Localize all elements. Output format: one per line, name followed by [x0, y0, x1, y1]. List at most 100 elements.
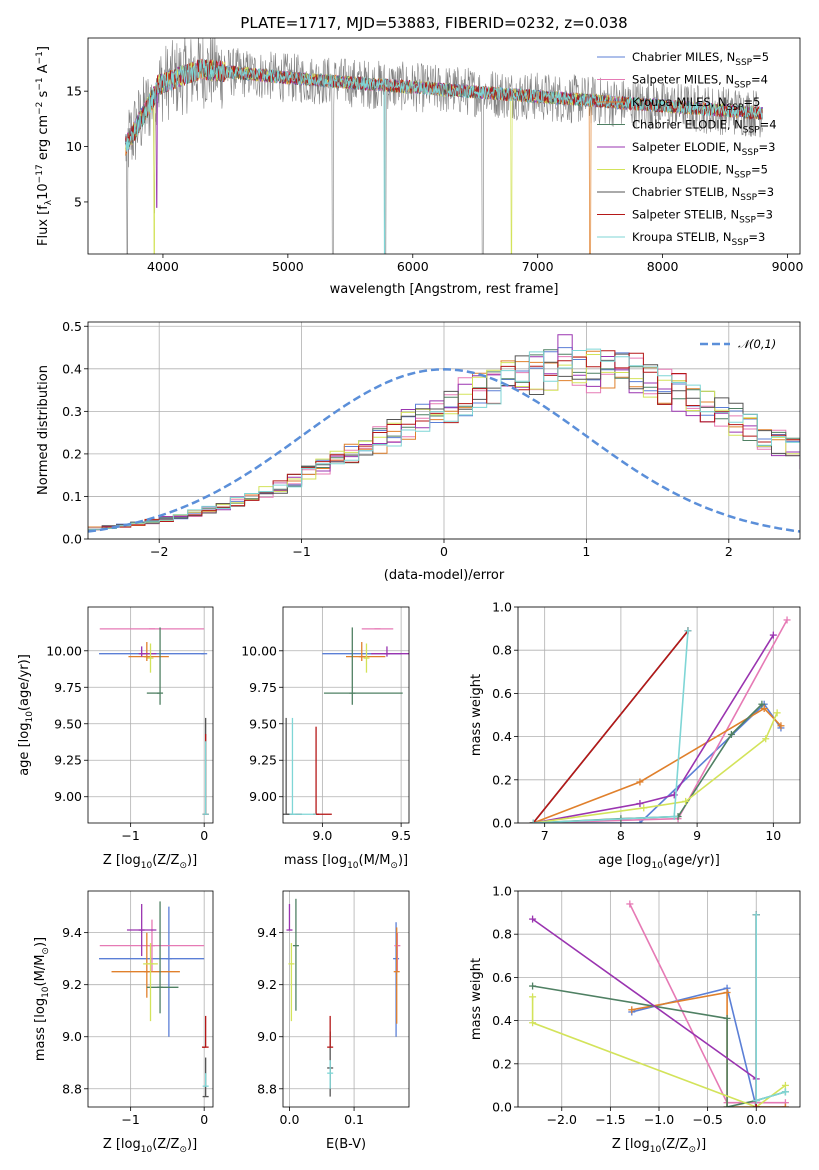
label-part: )]: [696, 1137, 706, 1152]
legend-entry: Kroupa MILES, NSSP=5: [632, 95, 760, 113]
chart-title: PLATE=1717, MJD=53883, FIBERID=0232, z=0…: [240, 14, 627, 32]
y-tick-label: 0.5: [62, 319, 82, 334]
y-tick-label: 0.4: [492, 1013, 512, 1028]
y-tick-label: 0.2: [492, 772, 512, 787]
plus-marker: [640, 804, 648, 812]
plus-marker: [636, 778, 644, 786]
label-part: )]: [33, 937, 48, 947]
mass-age-axes: 9.0 9.5 9.00 9.25 9.50 9.75 10.00: [241, 606, 411, 843]
label-part: =5: [751, 163, 768, 177]
label-part: (Z/Z: [661, 1137, 688, 1152]
histogram-series: [88, 350, 800, 528]
y-axis-label: mass [log10(M/M⊙)]: [33, 937, 51, 1061]
label-part: s: [36, 90, 51, 101]
label-part: Chabrier STELIB, N: [632, 185, 740, 199]
label-part: (Z/Z: [152, 853, 179, 868]
x-tick-label: −0.5: [692, 1112, 722, 1127]
errorbar-point: [138, 646, 157, 657]
x-tick-label: 1: [582, 544, 590, 559]
y-tick-label: 10: [66, 139, 82, 154]
label-part: SSP: [734, 81, 751, 91]
histogram-series: [88, 350, 800, 530]
x-tick-label: 0.0: [746, 1112, 766, 1127]
plus-marker: [723, 1103, 731, 1107]
series-line: [533, 712, 778, 823]
z-age-axes: −1 0 9.00 9.25 9.50 9.75 10.00: [46, 606, 214, 843]
y-axis-label: Normed distribution: [36, 365, 51, 495]
legend-entry: Chabrier STELIB, NSSP=3: [632, 185, 774, 203]
plus-marker: [670, 813, 678, 821]
label-part: )]: [398, 853, 408, 868]
gaussian-curve: [88, 368, 800, 533]
label-part: =5: [743, 95, 760, 109]
plus-marker: [682, 797, 690, 805]
y-tick-label: 9.50: [54, 716, 82, 731]
x-tick-label: −1.5: [595, 1112, 625, 1127]
y-tick-label: 0.4: [62, 361, 82, 376]
x-tick-label: 9.0: [312, 828, 332, 843]
histogram-series: [88, 347, 800, 529]
errorbar-point: [126, 904, 157, 957]
x-axis-label: age [log10(age/yr)]: [598, 853, 720, 871]
label-part: Kroupa STELIB, N: [632, 230, 732, 244]
label-part: ⊙: [390, 861, 398, 871]
y-tick-label: 0.3: [62, 404, 82, 419]
plus-marker: [762, 735, 770, 743]
label-part: ⊙: [179, 1145, 187, 1155]
label-part: Chabrier ELODIE, N: [632, 118, 743, 132]
label-part: (age/yr)]: [17, 654, 32, 711]
plus-marker: [777, 722, 785, 730]
label-part: λ: [44, 199, 54, 205]
x-axis-label: (data-model)/error: [384, 568, 505, 583]
label-part: erg cm: [36, 115, 51, 164]
y-tick-label: 8.8: [62, 1081, 82, 1096]
errorbar-point: [327, 1015, 334, 1048]
errorbar-point: [289, 717, 317, 815]
y-tick-label: 9.00: [249, 789, 277, 804]
plus-marker: [723, 1014, 731, 1022]
label-part: Flux [f: [36, 205, 51, 246]
x-tick-label: 5000: [272, 259, 304, 274]
plus-marker: [529, 993, 537, 1001]
plus-marker: [529, 1019, 537, 1027]
label-part: SSP: [739, 216, 756, 226]
label-part: Z [log: [103, 1137, 141, 1152]
label-part: 10: [25, 711, 35, 723]
x-tick-label: −1: [121, 828, 139, 843]
plus-marker: [781, 1081, 789, 1089]
errorbar-point: [146, 627, 164, 705]
histogram-series: [88, 354, 800, 531]
plus-marker: [773, 709, 781, 717]
y-tick-label: 9.4: [257, 925, 277, 940]
y-tick-label: 10.00: [46, 643, 82, 658]
legend-entry: Chabrier ELODIE, NSSP=4: [632, 118, 777, 136]
x-axis-label: wavelength [Angstrom, rest frame]: [330, 282, 559, 297]
legend-entry: Kroupa ELODIE, NSSP=5: [632, 163, 768, 181]
label-part: Z [log: [103, 853, 141, 868]
errorbar-point: [286, 904, 293, 931]
x-tick-label: 9000: [772, 259, 804, 274]
label-part: ⊙: [179, 861, 187, 871]
histogram-series: [88, 348, 800, 530]
plot-area: [283, 627, 409, 815]
legend: [597, 56, 625, 238]
y-tick-label: 0.0: [62, 532, 82, 547]
y-tick-label: 9.0: [257, 1029, 277, 1044]
y-tick-label: 0.0: [492, 1100, 512, 1115]
y-tick-label: 9.2: [62, 977, 82, 992]
plus-marker: [760, 705, 768, 713]
plus-marker: [529, 982, 537, 990]
plot-area: [99, 901, 209, 1098]
y-axis-label: mass weight: [469, 674, 484, 756]
y-tick-label: 1.0: [492, 600, 512, 615]
errorbar-point: [363, 643, 370, 673]
label-part: =3: [756, 208, 773, 222]
z-massweight-axes: −2.0 −1.5 −1.0 −0.5 0.0 0.0 0.2 0.4 0.6 0.8 1.0: [492, 884, 801, 1127]
errorbar-point: [371, 646, 409, 657]
x-tick-label: 10: [765, 828, 781, 843]
histogram-axes: −2 −1 0 1 2 0.0 0.1 0.2 0.3 0.4 0.5: [62, 319, 801, 559]
legend-entry: Salpeter MILES, NSSP=4: [632, 73, 768, 91]
errorbar-point: [111, 932, 180, 998]
x-tick-label: 0: [440, 544, 448, 559]
